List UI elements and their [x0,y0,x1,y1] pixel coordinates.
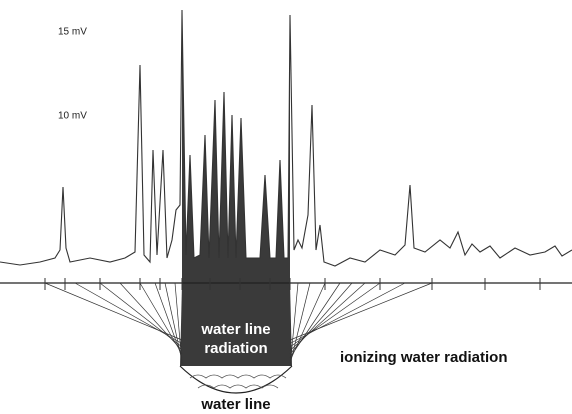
fan-line [289,282,366,351]
fan-line [44,282,183,341]
fan-line [289,282,433,341]
fan-line [139,282,183,355]
fan-line [289,282,299,369]
fan-line [174,282,183,365]
bowl-label: water line [200,396,270,413]
fan-line [289,282,326,362]
region-label: radiation [204,340,267,357]
scale-label: 10 mV [58,111,87,122]
fan-line [164,282,183,362]
bowl [179,365,293,394]
fan-line [289,282,353,355]
fan-line [99,282,183,348]
fan-line [289,282,381,348]
signal-trace [0,9,572,267]
scale-label: 15 mV [58,27,87,38]
fan-line [289,282,341,358]
fan-line [289,282,311,365]
water-waves [189,374,287,389]
side-label: ionizing water radiation [340,349,508,366]
fan-line [154,282,183,358]
fan-line [289,282,406,344]
fan-lines [44,278,541,369]
region-label: water line [200,321,270,338]
radiation-region [180,283,292,366]
fan-line [119,282,183,351]
